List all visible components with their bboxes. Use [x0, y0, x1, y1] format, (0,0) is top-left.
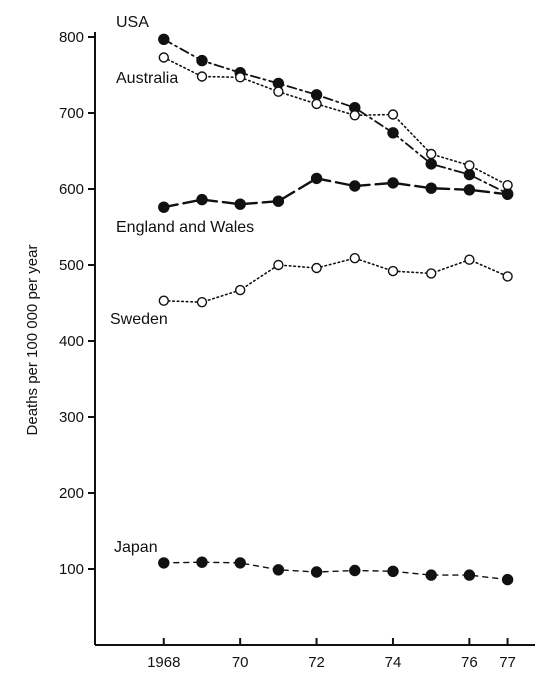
- data-point-japan: [425, 569, 437, 581]
- y-tick-label: 300: [59, 409, 84, 426]
- data-point-england-and-wales: [463, 184, 476, 196]
- data-point-usa: [425, 158, 437, 170]
- series-line-sweden: [163, 257, 509, 304]
- data-point-australia: [502, 179, 513, 191]
- data-point-japan: [310, 566, 323, 578]
- x-tick-label: 72: [308, 654, 325, 671]
- series-label-japan: Japan: [114, 539, 158, 556]
- series-line-england-and-wales: [162, 177, 509, 209]
- series-line-japan: [163, 561, 509, 581]
- x-tick-label: 70: [232, 654, 249, 671]
- data-point-usa: [310, 89, 323, 101]
- data-point-australia: [426, 148, 437, 160]
- data-point-australia: [349, 110, 360, 121]
- y-tick-label: 700: [59, 105, 84, 122]
- data-point-england-and-wales: [425, 182, 437, 194]
- series-lines: [162, 38, 509, 581]
- data-point-australia: [196, 71, 208, 82]
- data-point-england-and-wales: [349, 180, 361, 192]
- data-point-japan: [349, 564, 361, 577]
- x-tick-label: 1968: [147, 654, 180, 671]
- data-point-england-and-wales: [272, 195, 285, 207]
- axes: [94, 32, 535, 646]
- data-point-england-and-wales: [234, 198, 246, 210]
- series-label-sweden: Sweden: [110, 311, 168, 328]
- data-point-japan: [158, 557, 170, 569]
- data-point-england-and-wales: [310, 172, 323, 185]
- data-point-australia: [273, 86, 284, 97]
- series-label-usa: USA: [116, 14, 149, 31]
- data-point-sweden: [234, 284, 246, 296]
- data-point-sweden: [426, 268, 437, 279]
- series-line-usa: [162, 38, 509, 195]
- data-point-australia: [158, 52, 170, 63]
- data-point-japan: [272, 564, 285, 576]
- series-line-australia: [163, 56, 509, 186]
- data-point-england-and-wales: [387, 177, 399, 189]
- x-tick-label: 76: [461, 654, 478, 671]
- y-tick-label: 600: [59, 181, 84, 198]
- data-point-sweden: [502, 271, 513, 282]
- data-point-australia: [464, 160, 475, 171]
- x-tick-label: 77: [499, 654, 516, 671]
- series-points: [158, 33, 514, 586]
- series-label-england-and-wales: England and Wales: [116, 219, 254, 236]
- data-point-sweden: [158, 295, 170, 306]
- data-point-japan: [463, 569, 476, 581]
- data-point-sweden: [196, 297, 208, 308]
- x-tick-label: 74: [385, 654, 402, 671]
- series-label-australia: Australia: [116, 70, 178, 87]
- data-point-australia: [234, 72, 246, 83]
- data-point-sweden: [311, 262, 322, 274]
- data-point-sweden: [464, 254, 475, 265]
- y-tick-label: 200: [59, 485, 84, 502]
- data-point-japan: [501, 573, 514, 586]
- data-point-sweden: [349, 253, 360, 264]
- data-point-usa: [463, 168, 476, 181]
- data-point-usa: [196, 54, 208, 67]
- y-tick-label: 500: [59, 257, 84, 274]
- data-point-england-and-wales: [196, 193, 208, 206]
- data-point-japan: [234, 557, 246, 569]
- data-point-japan: [387, 565, 399, 577]
- y-tick-label: 800: [59, 29, 84, 46]
- ticks: 100 200 300 400 500 600 700 800 1968 70 72 74 76 77: [59, 29, 516, 671]
- data-point-england-and-wales: [158, 201, 170, 213]
- data-point-australia: [311, 98, 322, 110]
- y-tick-label: 400: [59, 333, 84, 350]
- data-point-sweden: [387, 265, 399, 277]
- y-tick-label: 100: [59, 561, 84, 578]
- data-point-sweden: [273, 259, 284, 271]
- data-point-usa: [387, 127, 399, 139]
- data-point-usa: [158, 33, 170, 45]
- data-point-england-and-wales: [501, 188, 514, 201]
- data-point-australia: [387, 109, 399, 120]
- labels: Deaths per 100 000 per year USA Australi…: [24, 14, 254, 556]
- data-point-japan: [196, 556, 208, 568]
- y-axis-label: Deaths per 100 000 per year: [24, 245, 41, 436]
